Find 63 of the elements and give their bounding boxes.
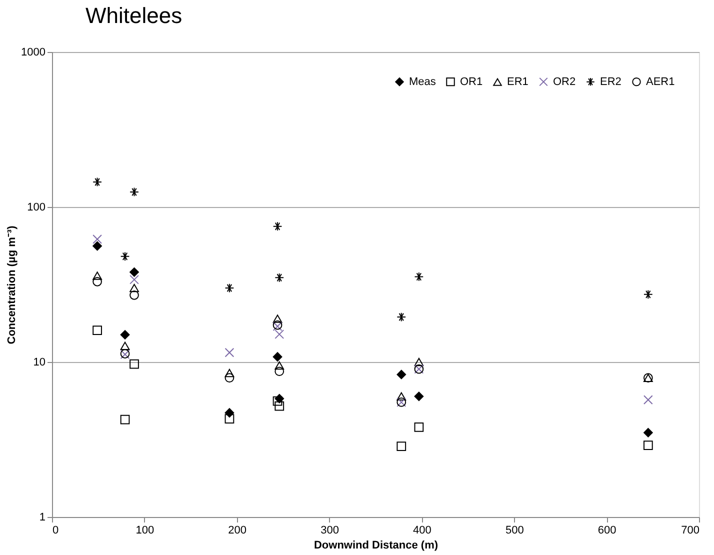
point	[643, 395, 653, 405]
x-tick-label: 600	[598, 524, 616, 536]
x-tick-label: 0	[52, 524, 59, 536]
point	[414, 422, 424, 432]
x-tick-label: 400	[413, 524, 432, 536]
point	[414, 272, 424, 282]
y-tick-label: 100	[27, 202, 46, 214]
point	[224, 373, 234, 383]
point	[396, 370, 406, 380]
point	[130, 290, 139, 300]
point	[92, 276, 102, 286]
point	[272, 396, 282, 406]
y-axis-title: Concentration (µg m⁻³)	[6, 225, 18, 344]
point	[120, 342, 130, 350]
point	[274, 366, 284, 376]
x-tick-label: 500	[505, 524, 524, 536]
point	[92, 177, 102, 187]
x-tick-label: 100	[136, 524, 154, 536]
point	[224, 414, 234, 424]
y-tick-label: 1	[39, 512, 46, 524]
y-tick-label: 10	[33, 356, 46, 368]
point	[414, 358, 424, 366]
x-tick-label: 200	[228, 524, 247, 536]
point	[396, 442, 406, 451]
legend-label: OR2	[553, 76, 576, 88]
point	[643, 440, 653, 450]
point	[414, 392, 424, 402]
legend-label: ER1	[507, 76, 528, 88]
point	[274, 272, 284, 282]
point	[396, 312, 406, 322]
point	[130, 284, 139, 292]
point	[274, 401, 284, 411]
point	[92, 272, 102, 280]
point	[120, 252, 130, 262]
legend-label: ER2	[600, 76, 622, 88]
point	[643, 428, 653, 438]
point	[92, 234, 102, 244]
point	[274, 361, 284, 370]
legend-label: OR1	[460, 76, 483, 88]
legend-label: AER1	[646, 76, 675, 88]
point	[130, 359, 139, 369]
point	[643, 290, 653, 300]
x-tick-label: 700	[681, 524, 700, 536]
point	[396, 392, 406, 401]
point	[274, 330, 284, 339]
point	[272, 222, 282, 232]
point	[272, 352, 282, 362]
point	[224, 368, 234, 378]
point	[120, 330, 130, 340]
x-tick-label: 300	[320, 524, 339, 536]
point	[120, 414, 130, 424]
y-tick-label: 1000	[21, 46, 46, 58]
x-axis-title: Downwind Distance (m)	[314, 540, 438, 552]
point	[92, 241, 102, 251]
point	[224, 348, 234, 358]
legend-label: Meas	[409, 76, 436, 88]
chart-title: Whitelees	[86, 3, 182, 28]
point	[92, 326, 102, 336]
point	[130, 187, 139, 197]
point	[224, 283, 234, 293]
point	[130, 274, 139, 284]
point	[130, 267, 139, 277]
point	[272, 314, 282, 323]
